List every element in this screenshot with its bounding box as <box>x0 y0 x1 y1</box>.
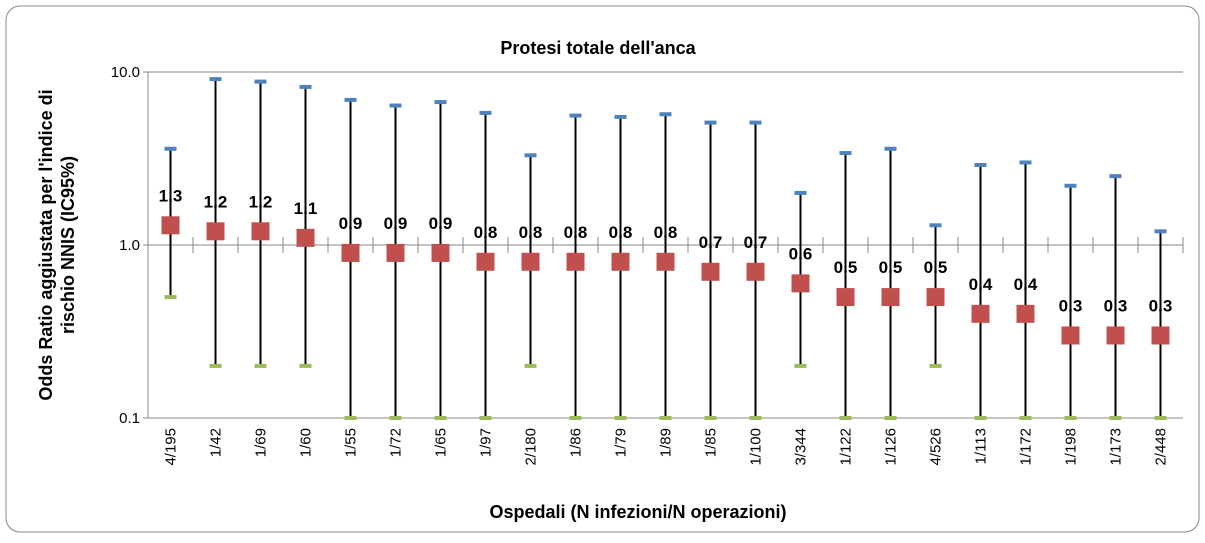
data-label: 0.4 <box>1014 275 1038 294</box>
x-tick-label: 1/97 <box>478 428 495 457</box>
point <box>1061 326 1080 345</box>
data-label: 0.7 <box>744 233 768 252</box>
point <box>566 252 585 271</box>
x-tick-label: 1/72 <box>388 428 405 457</box>
data-label: 0.3 <box>1059 296 1083 315</box>
x-axis-title: Ospedali (N infezioni/N operazioni) <box>489 502 786 522</box>
x-tick-label: 1/122 <box>838 428 855 466</box>
point <box>791 274 810 293</box>
x-tick-label: 1/100 <box>748 428 765 466</box>
point <box>431 243 450 262</box>
x-tick-label: 4/195 <box>163 428 180 466</box>
x-tick-label: 1/173 <box>1108 428 1125 466</box>
x-tick-label: 2/180 <box>523 428 540 466</box>
chart-frame <box>5 5 1200 533</box>
data-label: 0.7 <box>699 233 723 252</box>
data-label: 0.3 <box>1104 296 1128 315</box>
point <box>251 222 270 241</box>
x-tick-label: 1/55 <box>343 428 360 457</box>
point <box>206 222 225 241</box>
x-tick-label: 1/69 <box>253 428 270 457</box>
x-tick-label: 2/448 <box>1153 428 1170 466</box>
point <box>746 262 765 281</box>
data-label: 1.3 <box>159 186 183 205</box>
x-tick-label: 1/42 <box>208 428 225 457</box>
x-tick-label: 1/60 <box>298 428 315 457</box>
y-axis-title: Odds Ratio aggiustata per l'indice di <box>36 89 56 400</box>
point <box>476 252 495 271</box>
x-tick-label: 1/126 <box>883 428 900 466</box>
point <box>1106 326 1125 345</box>
y-tick-label: 0.1 <box>119 410 140 427</box>
point <box>296 228 315 247</box>
x-tick-label: 3/344 <box>793 428 810 466</box>
data-label: 0.8 <box>474 223 498 242</box>
x-tick-label: 1/113 <box>973 428 990 464</box>
point <box>1151 326 1170 345</box>
data-label: 1.2 <box>249 192 273 211</box>
point <box>611 252 630 271</box>
data-label: 0.9 <box>429 214 453 233</box>
point <box>656 252 675 271</box>
x-tick-label: 1/89 <box>658 428 675 457</box>
point <box>1016 304 1035 323</box>
x-tick-label: 1/85 <box>703 428 720 457</box>
data-label: 0.9 <box>339 214 363 233</box>
point <box>386 243 405 262</box>
data-label: 0.3 <box>1149 296 1173 315</box>
point <box>521 252 540 271</box>
point <box>161 216 180 235</box>
x-tick-label: 1/86 <box>568 428 585 457</box>
data-label: 0.4 <box>969 275 993 294</box>
x-tick-label: 1/65 <box>433 428 450 457</box>
chart-title: Protesi totale dell'anca <box>500 38 696 58</box>
x-tick-label: 4/526 <box>928 428 945 466</box>
data-label: 0.9 <box>384 214 408 233</box>
point <box>926 288 945 307</box>
data-label: 0.5 <box>924 258 948 277</box>
point <box>881 288 900 307</box>
data-label: 0.6 <box>789 244 813 263</box>
point <box>971 304 990 323</box>
data-label: 0.8 <box>609 223 633 242</box>
data-label: 0.5 <box>879 258 903 277</box>
y-tick-label: 1.0 <box>119 237 140 254</box>
point <box>341 243 360 262</box>
x-tick-label: 1/198 <box>1063 428 1080 466</box>
x-tick-label: 1/172 <box>1018 428 1035 466</box>
point <box>701 262 720 281</box>
data-label: 0.8 <box>519 223 543 242</box>
y-tick-label: 10.0 <box>111 64 140 81</box>
data-label: 1.1 <box>294 199 318 218</box>
y-axis-title: rischio NNIS (IC95%) <box>58 156 78 334</box>
data-label: 1.2 <box>204 192 228 211</box>
data-label: 0.5 <box>834 258 858 277</box>
data-label: 0.8 <box>564 223 588 242</box>
point <box>836 288 855 307</box>
x-tick-label: 1/79 <box>613 428 630 457</box>
data-label: 0.8 <box>654 223 678 242</box>
